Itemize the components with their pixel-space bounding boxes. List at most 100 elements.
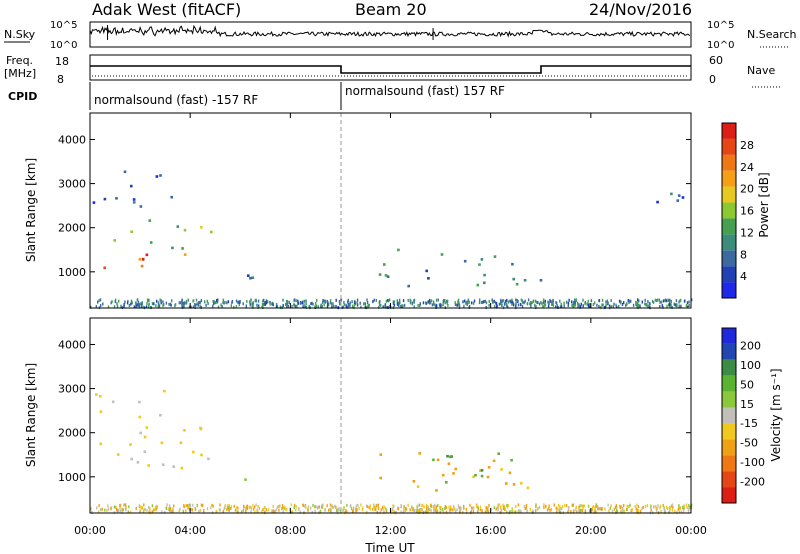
noise-cell <box>597 505 599 509</box>
noise-cell <box>506 504 508 507</box>
colorbar-tick-label: 12 <box>740 226 754 239</box>
noise-cell <box>491 298 493 302</box>
noise-cell <box>416 505 418 509</box>
noise-cell <box>171 299 173 303</box>
noise-cell <box>635 303 637 306</box>
noise-cell <box>517 503 520 507</box>
noise-cell <box>249 303 251 307</box>
noise-cell <box>302 503 304 507</box>
noise-cell <box>584 302 586 306</box>
data-cell <box>478 263 481 266</box>
noise-cell <box>203 509 205 512</box>
noise-cell <box>579 305 582 309</box>
noise-cell <box>426 504 429 508</box>
noise-cell <box>330 302 333 306</box>
noise-cell <box>402 304 404 308</box>
noise-cell <box>459 508 462 511</box>
noise-cell <box>646 504 649 508</box>
noise-cell <box>326 305 329 309</box>
noise-cell <box>637 505 640 509</box>
noise-cell <box>371 507 374 511</box>
noise-cell <box>618 305 620 309</box>
noise-cell <box>281 504 284 508</box>
noise-cell <box>143 503 145 507</box>
noise-cell <box>345 303 347 307</box>
noise-cell <box>303 303 305 307</box>
data-cell <box>163 389 166 393</box>
noise-cell <box>185 299 188 303</box>
noise-cell <box>670 305 673 309</box>
noise-cell <box>548 301 550 305</box>
noise-cell <box>265 508 267 512</box>
noise-cell <box>594 509 596 513</box>
noise-cell <box>413 300 415 304</box>
noise-cell <box>567 510 569 514</box>
y-tick-label: 3000 <box>58 383 86 396</box>
noise-cell <box>398 301 400 305</box>
noise-cell <box>636 503 638 507</box>
noise-cell <box>294 304 297 308</box>
noise-cell <box>168 302 170 306</box>
data-cell <box>378 273 382 276</box>
noise-cell <box>216 300 219 304</box>
noise-cell <box>114 298 117 302</box>
data-cell <box>115 197 118 200</box>
noise-cell <box>612 305 615 309</box>
colorbar-swatch <box>722 359 736 376</box>
noise-cell <box>161 510 163 514</box>
noise-cell <box>557 507 559 511</box>
x-tick-label: 16:00 <box>475 524 507 537</box>
noise-cell <box>291 510 293 514</box>
noise-cell <box>656 509 658 513</box>
noise-cell <box>417 504 419 508</box>
noise-cell <box>221 305 223 309</box>
noise-cell <box>296 304 298 308</box>
noise-cell <box>542 300 545 304</box>
noise-cell <box>457 298 460 302</box>
noise-cell <box>435 305 437 309</box>
noise-cell <box>107 305 110 309</box>
noise-cell <box>623 301 625 305</box>
noise-cell <box>458 301 460 305</box>
data-cell <box>139 205 143 208</box>
noise-cell <box>128 304 131 307</box>
noise-cell <box>256 303 258 307</box>
noise-cell <box>535 299 537 303</box>
noise-cell <box>224 504 227 507</box>
data-cell <box>670 192 673 196</box>
noise-cell <box>420 508 422 511</box>
noise-cell <box>555 506 557 510</box>
noise-cell <box>396 506 399 510</box>
noise-cell <box>321 300 324 304</box>
noise-cell <box>314 509 316 513</box>
noise-cell <box>419 509 422 513</box>
noise-cell <box>312 503 314 507</box>
noise-cell <box>293 298 296 302</box>
noise-cell <box>655 504 657 508</box>
noise-cell <box>479 508 482 511</box>
noise-cell <box>119 509 121 513</box>
noise-cell <box>184 510 187 514</box>
noise-cell <box>188 503 191 507</box>
noise-cell <box>218 508 221 512</box>
colorbar-tick-label: 200 <box>740 339 761 352</box>
noise-cell <box>610 299 612 302</box>
noise-cell <box>185 301 188 305</box>
nsearch-label: N.Search <box>747 28 797 41</box>
noise-cell <box>426 510 428 514</box>
noise-cell <box>448 505 450 509</box>
noise-cell <box>137 300 140 304</box>
noise-cell <box>506 298 508 302</box>
data-cell <box>493 255 497 258</box>
colorbar-swatch <box>722 375 736 392</box>
noise-cell <box>189 506 191 509</box>
noise-cell <box>118 299 120 303</box>
colorbar-swatch <box>722 186 736 203</box>
power-colorbar-label: Power [dB] <box>757 172 771 237</box>
noise-cell <box>579 504 581 508</box>
nave-tick-low: 0 <box>709 73 716 86</box>
noise-cell <box>223 507 225 511</box>
noise-cell <box>250 507 252 511</box>
noise-cell <box>183 301 185 305</box>
noise-cell <box>115 505 117 509</box>
